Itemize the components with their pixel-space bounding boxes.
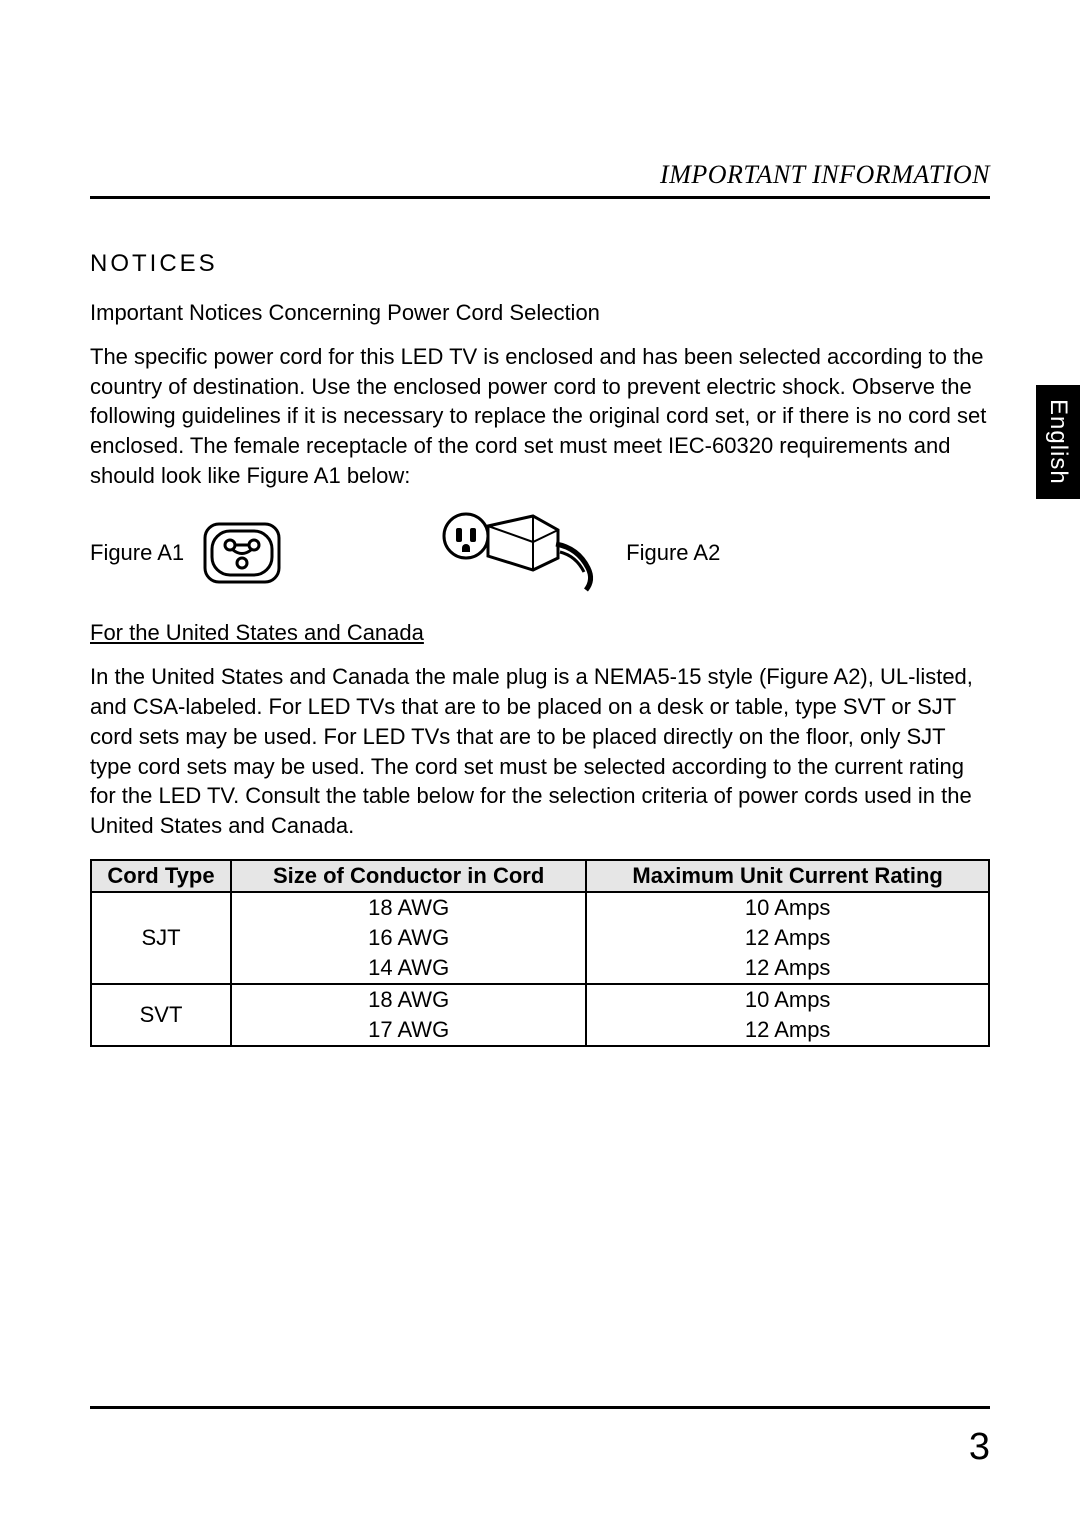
- max-rating-value: 10 Amps: [587, 893, 988, 923]
- notices-para-1: The specific power cord for this LED TV …: [90, 342, 990, 490]
- max-rating-value: 12 Amps: [587, 1015, 988, 1045]
- page: IMPORTANT INFORMATION NOTICES Important …: [0, 0, 1080, 1529]
- conductor-size-value: 18 AWG: [232, 985, 585, 1015]
- table-col-max-rating: Maximum Unit Current Rating: [586, 860, 989, 892]
- header-title: IMPORTANT INFORMATION: [660, 160, 990, 190]
- figure-a2-label: Figure A2: [626, 540, 720, 566]
- notices-subtitle: Important Notices Concerning Power Cord …: [90, 300, 990, 326]
- notices-para-2: In the United States and Canada the male…: [90, 662, 990, 840]
- conductor-size-cell: 18 AWG 17 AWG: [231, 984, 586, 1046]
- region-heading: For the United States and Canada: [90, 620, 424, 646]
- cord-type-cell: SVT: [91, 984, 231, 1046]
- max-rating-cell: 10 Amps 12 Amps 12 Amps: [586, 892, 989, 984]
- max-rating-value: 10 Amps: [587, 985, 988, 1015]
- language-tab: English: [1036, 385, 1080, 499]
- table-header-row: Cord Type Size of Conductor in Cord Maxi…: [91, 860, 989, 892]
- notices-heading: NOTICES: [90, 250, 990, 278]
- figures-row: Figure A1: [90, 508, 990, 598]
- header-rule: [90, 196, 990, 199]
- table-row: SJT 18 AWG 16 AWG 14 AWG 10 Amps 12 Amps…: [91, 892, 989, 984]
- conductor-size-value: 18 AWG: [232, 893, 585, 923]
- figure-a1-icon: [202, 521, 282, 585]
- figure-a2-icon: [438, 508, 608, 598]
- cord-table: Cord Type Size of Conductor in Cord Maxi…: [90, 859, 990, 1047]
- conductor-size-value: 14 AWG: [232, 953, 585, 983]
- conductor-size-value: 16 AWG: [232, 923, 585, 953]
- table-col-conductor-size: Size of Conductor in Cord: [231, 860, 586, 892]
- max-rating-value: 12 Amps: [587, 923, 988, 953]
- conductor-size-value: 17 AWG: [232, 1015, 585, 1045]
- table-col-cord-type: Cord Type: [91, 860, 231, 892]
- figure-a1-label: Figure A1: [90, 540, 184, 566]
- content: NOTICES Important Notices Concerning Pow…: [90, 250, 990, 1047]
- max-rating-cell: 10 Amps 12 Amps: [586, 984, 989, 1046]
- page-number: 3: [969, 1426, 990, 1469]
- footer-rule: [90, 1406, 990, 1409]
- cord-type-cell: SJT: [91, 892, 231, 984]
- conductor-size-cell: 18 AWG 16 AWG 14 AWG: [231, 892, 586, 984]
- max-rating-value: 12 Amps: [587, 953, 988, 983]
- table-row: SVT 18 AWG 17 AWG 10 Amps 12 Amps: [91, 984, 989, 1046]
